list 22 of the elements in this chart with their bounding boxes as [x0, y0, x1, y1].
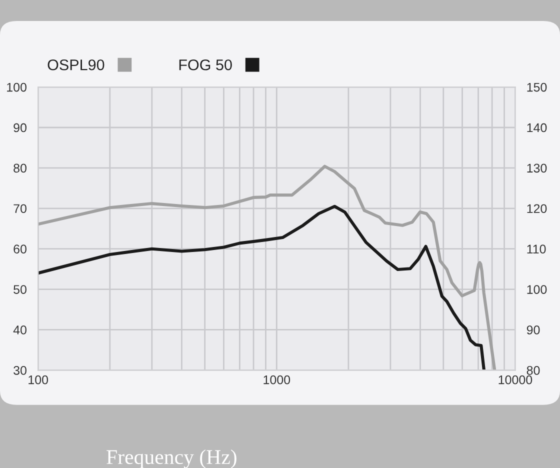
y2-tick-label: 110 — [527, 244, 546, 254]
x-tick-label: 1000 — [264, 375, 290, 384]
x-axis-title: Frequency (Hz) — [106, 449, 236, 468]
legend-label: FOG 50 — [179, 59, 232, 70]
y-tick-label: 30 — [14, 366, 26, 375]
y-tick-label: 60 — [14, 244, 26, 254]
y-tick-label: 100 — [7, 82, 26, 92]
y2-tick-label: 90 — [526, 326, 540, 334]
y2-tick-label: 140 — [527, 123, 547, 132]
y-tick-label: 40 — [13, 326, 26, 334]
y-tick-label: 80 — [14, 164, 26, 173]
y2-tick-label: 150 — [527, 82, 547, 92]
x-tick-label: 10000 — [498, 375, 532, 384]
y-tick-label: 50 — [14, 285, 26, 294]
y-tick-label: 70 — [14, 204, 26, 214]
y2-tick-label: 100 — [527, 285, 547, 294]
legend-label: OSPL90 — [48, 59, 104, 70]
y2-tick-label: 120 — [527, 204, 547, 214]
x-tick-label: 100 — [28, 375, 48, 384]
y-tick-label: 90 — [14, 123, 26, 132]
y2-tick-label: 130 — [527, 164, 547, 173]
y2-tick-label: 80 — [526, 366, 540, 375]
